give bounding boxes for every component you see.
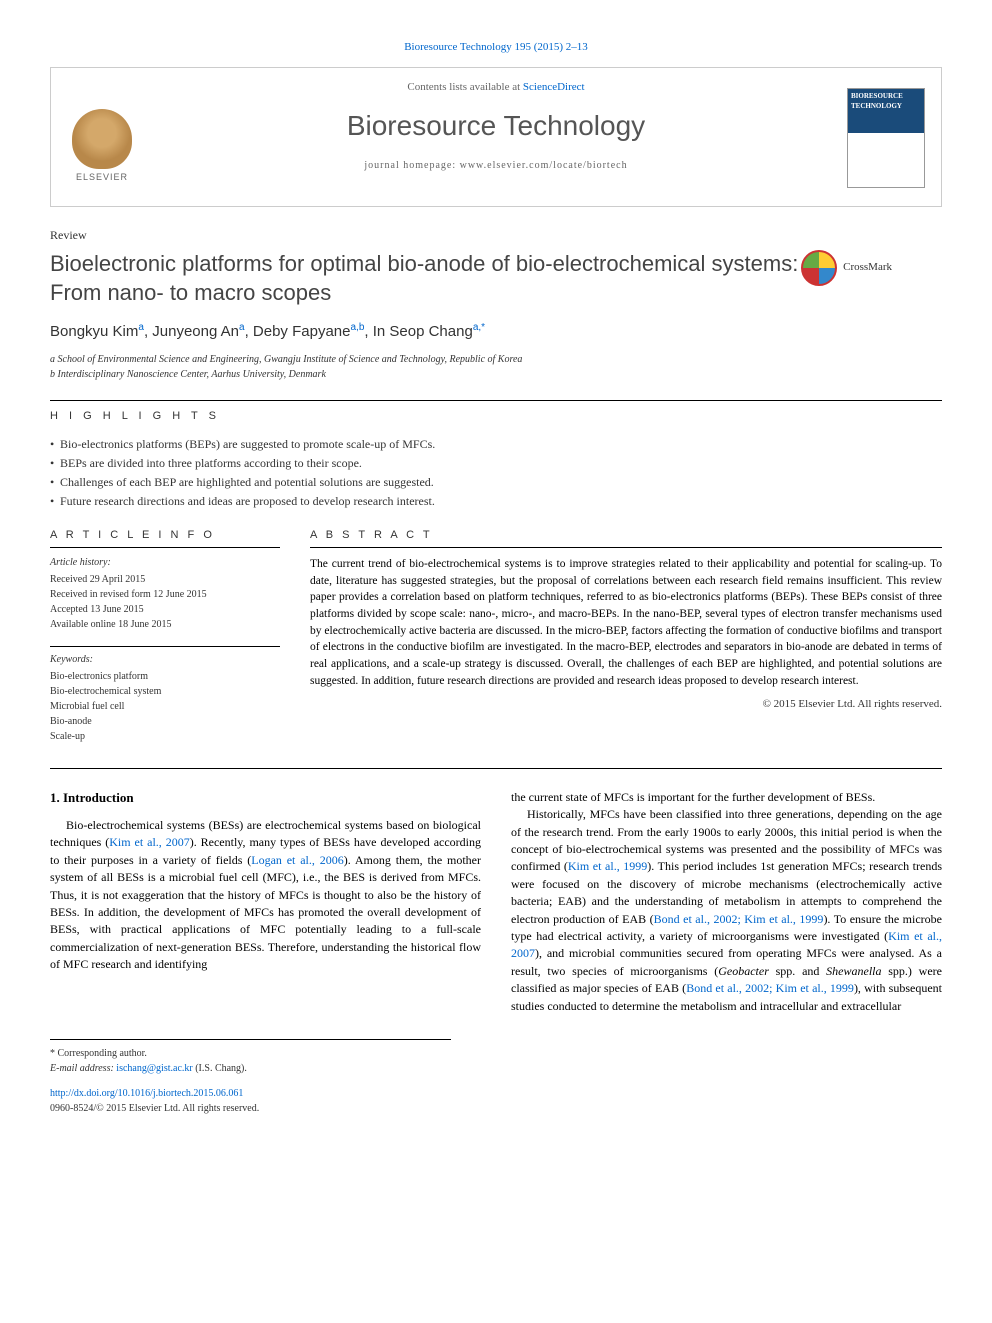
crossmark-text: CrossMark bbox=[843, 260, 892, 275]
publisher-logo: ELSEVIER bbox=[67, 98, 137, 183]
keyword: Bio-anode bbox=[50, 714, 280, 729]
publisher-name: ELSEVIER bbox=[76, 171, 128, 184]
email-label: E-mail address: bbox=[50, 1063, 116, 1074]
body-two-column: 1. Introduction Bio-electrochemical syst… bbox=[50, 789, 942, 1015]
corresponding-author-note: * Corresponding author. bbox=[50, 1046, 451, 1061]
homepage-url[interactable]: www.elsevier.com/locate/biortech bbox=[460, 160, 628, 171]
history-online: Available online 18 June 2015 bbox=[50, 617, 280, 632]
intro-para-2: Historically, MFCs have been classified … bbox=[511, 806, 942, 1015]
highlights-heading: H I G H L I G H T S bbox=[50, 409, 942, 424]
intro-para-1-cont: the current state of MFCs is important f… bbox=[511, 789, 942, 806]
elsevier-tree-icon bbox=[72, 109, 132, 169]
article-footer: * Corresponding author. E-mail address: … bbox=[50, 1039, 451, 1116]
author-email[interactable]: ischang@gist.ac.kr bbox=[116, 1063, 192, 1074]
sciencedirect-link[interactable]: ScienceDirect bbox=[523, 81, 585, 93]
keywords-items: Bio-electronics platform Bio-electrochem… bbox=[50, 669, 280, 744]
history-label: Article history: bbox=[50, 556, 280, 570]
affiliation-b: b Interdisciplinary Nanoscience Center, … bbox=[50, 367, 942, 382]
email-suffix: (I.S. Chang). bbox=[193, 1063, 247, 1074]
citation-link[interactable]: Bond et al., 2002; Kim et al., 1999 bbox=[686, 981, 854, 995]
affiliations-list: a School of Environmental Science and En… bbox=[50, 352, 942, 382]
doi-link[interactable]: http://dx.doi.org/10.1016/j.biortech.201… bbox=[50, 1088, 243, 1099]
abstract-text: The current trend of bio-electrochemical… bbox=[310, 556, 942, 689]
highlight-item: Bio-electronics platforms (BEPs) are sug… bbox=[50, 435, 942, 454]
abstract-heading: A B S T R A C T bbox=[310, 528, 942, 548]
body-text: ). Among them, the mother system of all … bbox=[50, 853, 481, 971]
crossmark-badge[interactable]: CrossMark bbox=[801, 250, 892, 286]
abstract-copyright: © 2015 Elsevier Ltd. All rights reserved… bbox=[310, 697, 942, 712]
article-info-heading: A R T I C L E I N F O bbox=[50, 528, 280, 548]
highlights-block: Bio-electronics platforms (BEPs) are sug… bbox=[50, 435, 942, 512]
journal-homepage-line: journal homepage: www.elsevier.com/locat… bbox=[67, 159, 925, 173]
article-info-column: A R T I C L E I N F O Article history: R… bbox=[50, 528, 280, 744]
citation-link[interactable]: Bond et al., 2002; Kim et al., 1999 bbox=[654, 912, 824, 926]
cover-title-text: BIORESOURCE TECHNOLOGY bbox=[851, 92, 921, 112]
body-column-left: 1. Introduction Bio-electrochemical syst… bbox=[50, 789, 481, 1015]
body-text: spp. and bbox=[769, 964, 826, 978]
citation-link[interactable]: Logan et al., 2006 bbox=[251, 853, 343, 867]
email-line: E-mail address: ischang@gist.ac.kr (I.S.… bbox=[50, 1061, 451, 1076]
article-type-label: Review bbox=[50, 227, 942, 244]
highlight-item: BEPs are divided into three platforms ac… bbox=[50, 454, 942, 473]
divider bbox=[50, 400, 942, 401]
contents-available-line: Contents lists available at ScienceDirec… bbox=[67, 80, 925, 95]
contents-prefix: Contents lists available at bbox=[407, 81, 522, 93]
keyword: Microbial fuel cell bbox=[50, 699, 280, 714]
keyword: Bio-electrochemical system bbox=[50, 684, 280, 699]
history-accepted: Accepted 13 June 2015 bbox=[50, 602, 280, 617]
highlight-item: Future research directions and ideas are… bbox=[50, 492, 942, 511]
citation-header: Bioresource Technology 195 (2015) 2–13 bbox=[50, 40, 942, 55]
homepage-prefix: journal homepage: bbox=[364, 160, 459, 171]
highlight-item: Challenges of each BEP are highlighted a… bbox=[50, 473, 942, 492]
keywords-label: Keywords: bbox=[50, 646, 280, 667]
divider bbox=[50, 768, 942, 769]
abstract-column: A B S T R A C T The current trend of bio… bbox=[310, 528, 942, 744]
keyword: Scale-up bbox=[50, 729, 280, 744]
citation-link[interactable]: Kim et al., 1999 bbox=[568, 859, 647, 873]
history-received: Received 29 April 2015 bbox=[50, 572, 280, 587]
crossmark-icon bbox=[801, 250, 837, 286]
journal-name: Bioresource Technology bbox=[67, 106, 925, 145]
keyword: Bio-electronics platform bbox=[50, 669, 280, 684]
citation-link[interactable]: Kim et al., 2007 bbox=[109, 835, 189, 849]
affiliation-a: a School of Environmental Science and En… bbox=[50, 352, 942, 367]
species-name: Geobacter bbox=[718, 964, 769, 978]
journal-cover-thumbnail: BIORESOURCE TECHNOLOGY bbox=[847, 88, 925, 188]
authors-list: Bongkyu Kima, Junyeong Ana, Deby Fapyane… bbox=[50, 321, 942, 342]
journal-header-box: ELSEVIER BIORESOURCE TECHNOLOGY Contents… bbox=[50, 67, 942, 207]
section-1-heading: 1. Introduction bbox=[50, 789, 481, 807]
intro-para-1: Bio-electrochemical systems (BESs) are e… bbox=[50, 817, 481, 974]
history-revised: Received in revised form 12 June 2015 bbox=[50, 587, 280, 602]
history-items: Received 29 April 2015 Received in revis… bbox=[50, 572, 280, 632]
body-column-right: the current state of MFCs is important f… bbox=[511, 789, 942, 1015]
issn-copyright-line: 0960-8524/© 2015 Elsevier Ltd. All right… bbox=[50, 1101, 451, 1116]
species-name: Shewanella bbox=[826, 964, 881, 978]
